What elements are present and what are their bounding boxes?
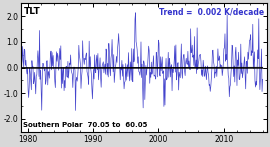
Text: Southern Polar  70.05 to  60.05: Southern Polar 70.05 to 60.05 <box>23 122 148 128</box>
Text: Trend =  0.002 K/decade: Trend = 0.002 K/decade <box>159 7 264 16</box>
Text: TLT: TLT <box>23 7 40 16</box>
